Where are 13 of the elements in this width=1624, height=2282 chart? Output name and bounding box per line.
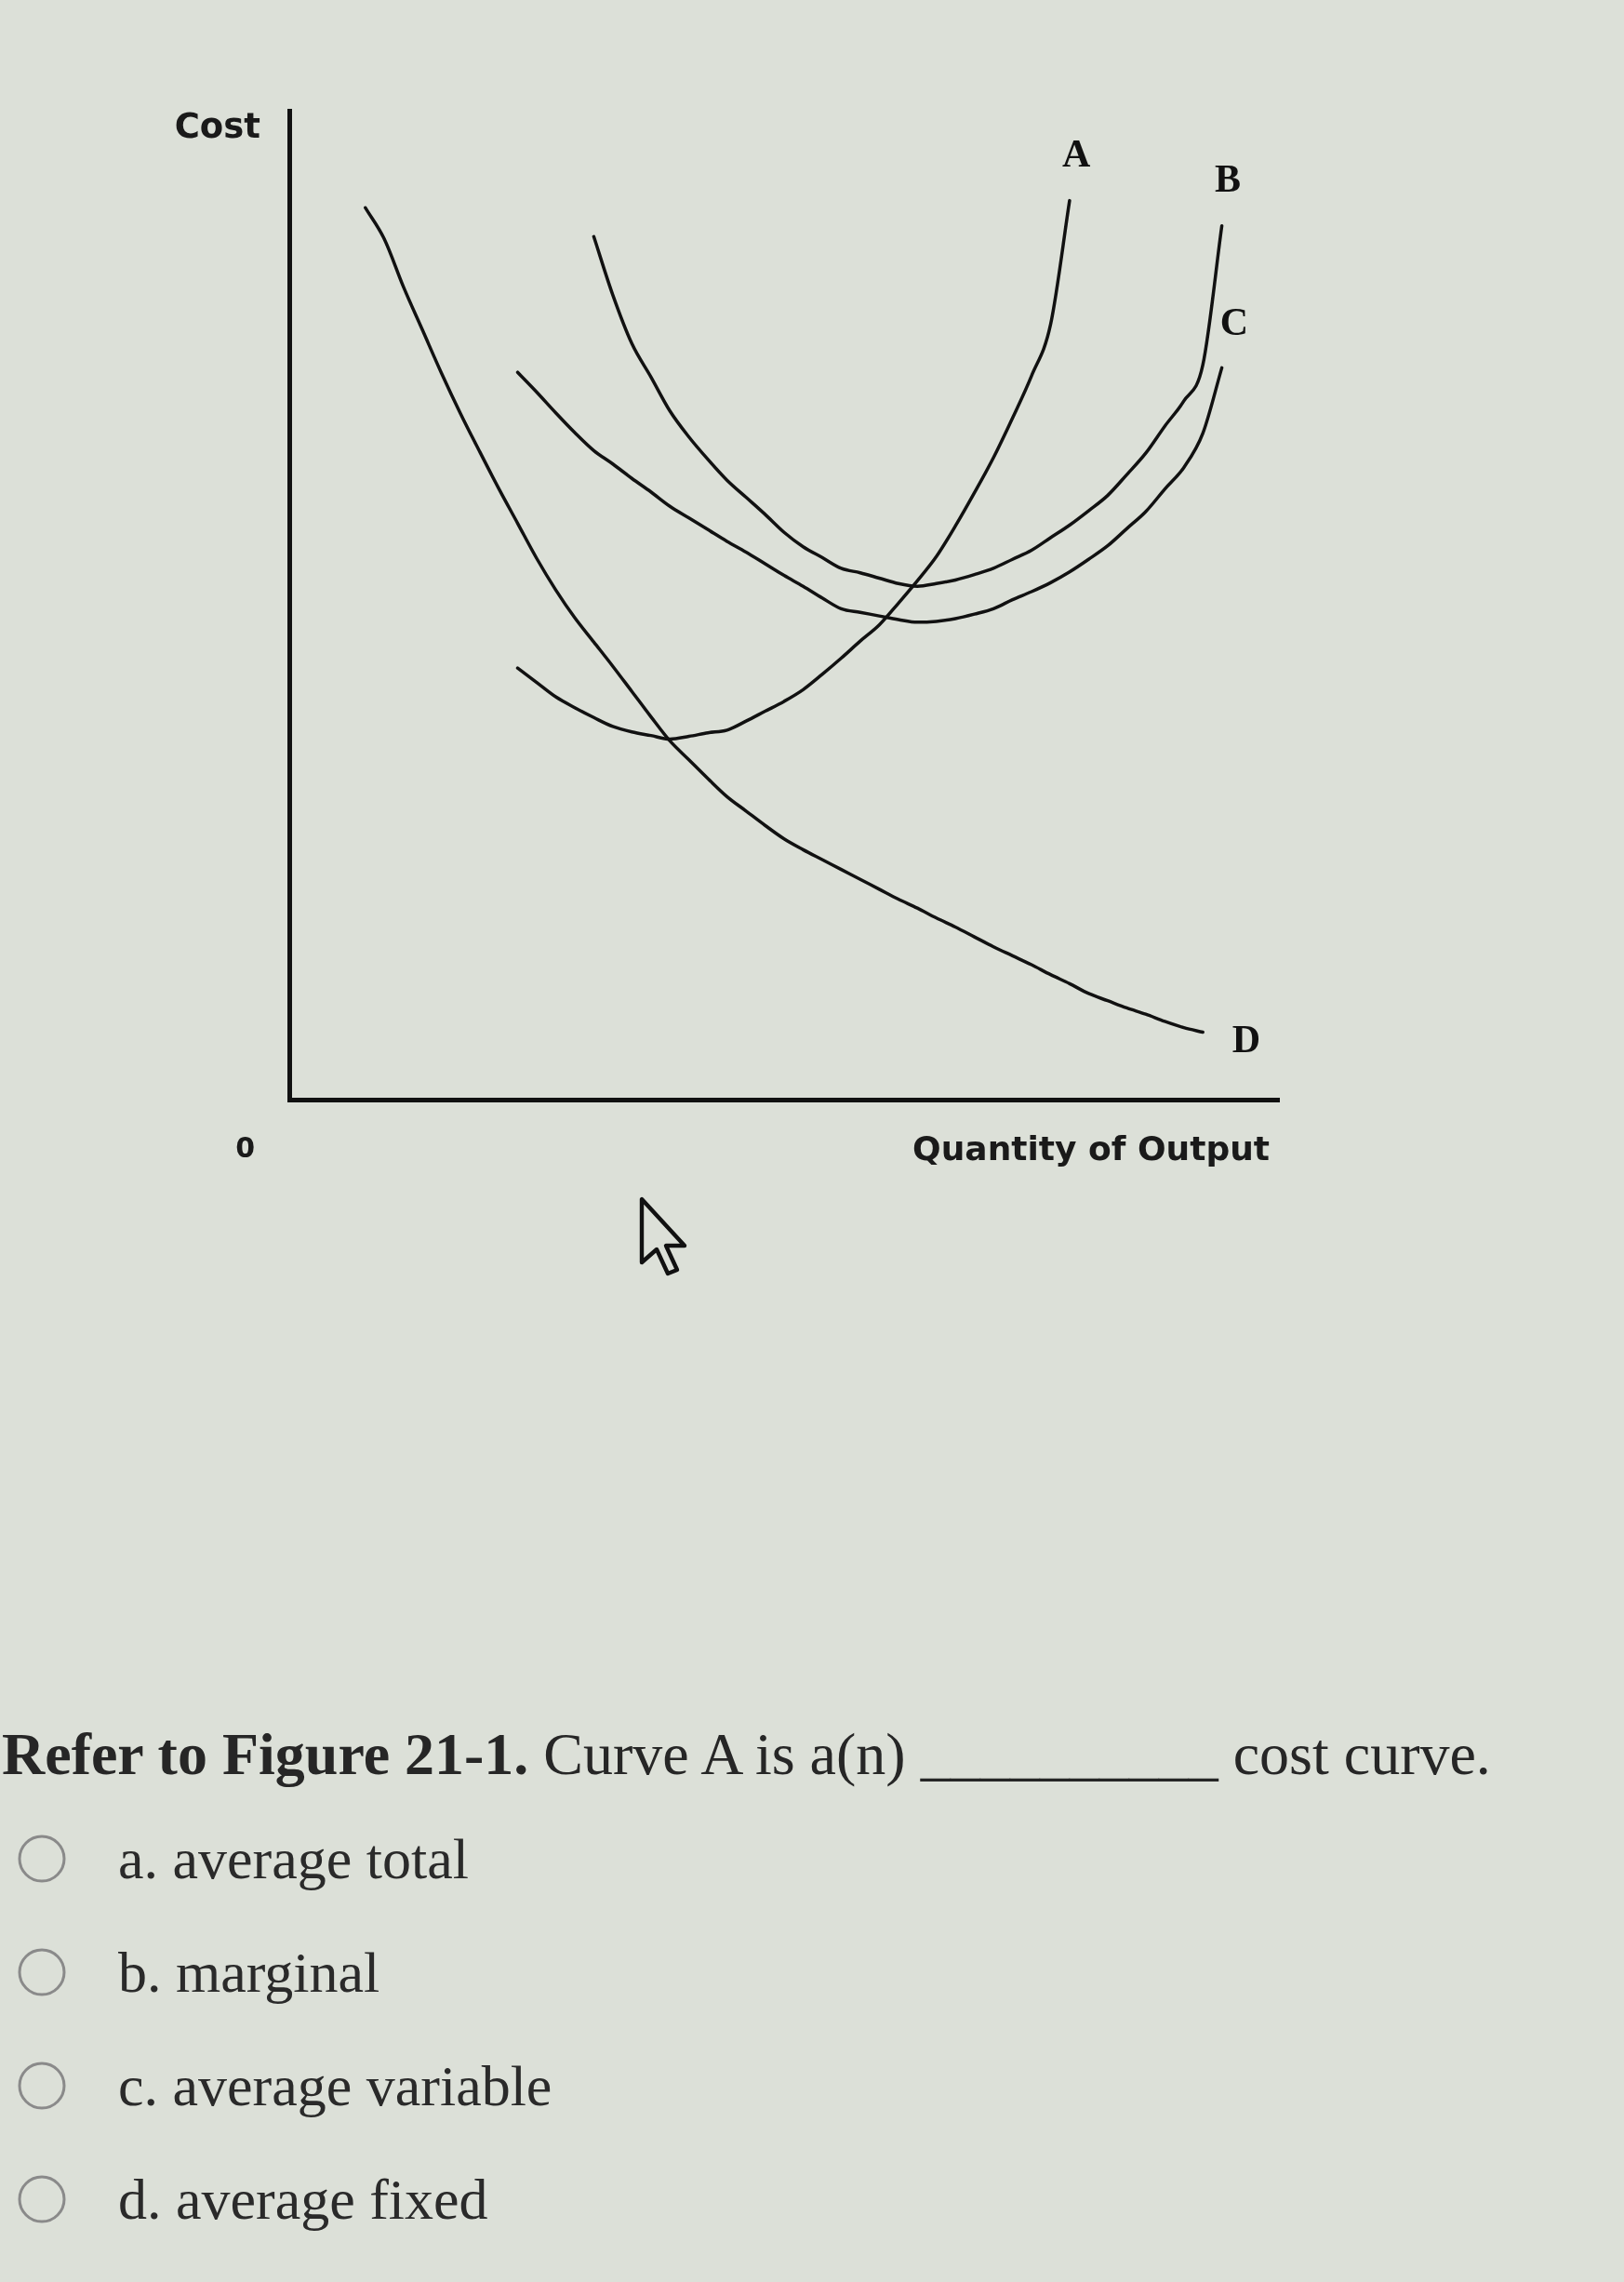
series-label: D bbox=[1231, 1018, 1261, 1061]
series-label: B bbox=[1215, 156, 1242, 200]
y-axis-title: Cost bbox=[174, 105, 260, 146]
text: Refer to Figure 21-1. bbox=[2, 1721, 529, 1787]
x-axis-title: Quantity of Output bbox=[912, 1129, 1270, 1168]
text: d. average fixed bbox=[118, 2167, 488, 2233]
text: a. average total bbox=[118, 1826, 469, 1892]
text: Curve A is a(n) __________ cost curve. bbox=[542, 1721, 1491, 1787]
text: c. average variable bbox=[118, 2053, 552, 2119]
series-label: C bbox=[1219, 300, 1249, 344]
text: b. marginal bbox=[118, 1940, 380, 2006]
text: 0 bbox=[235, 1130, 255, 1164]
series-label: A bbox=[1062, 132, 1092, 176]
